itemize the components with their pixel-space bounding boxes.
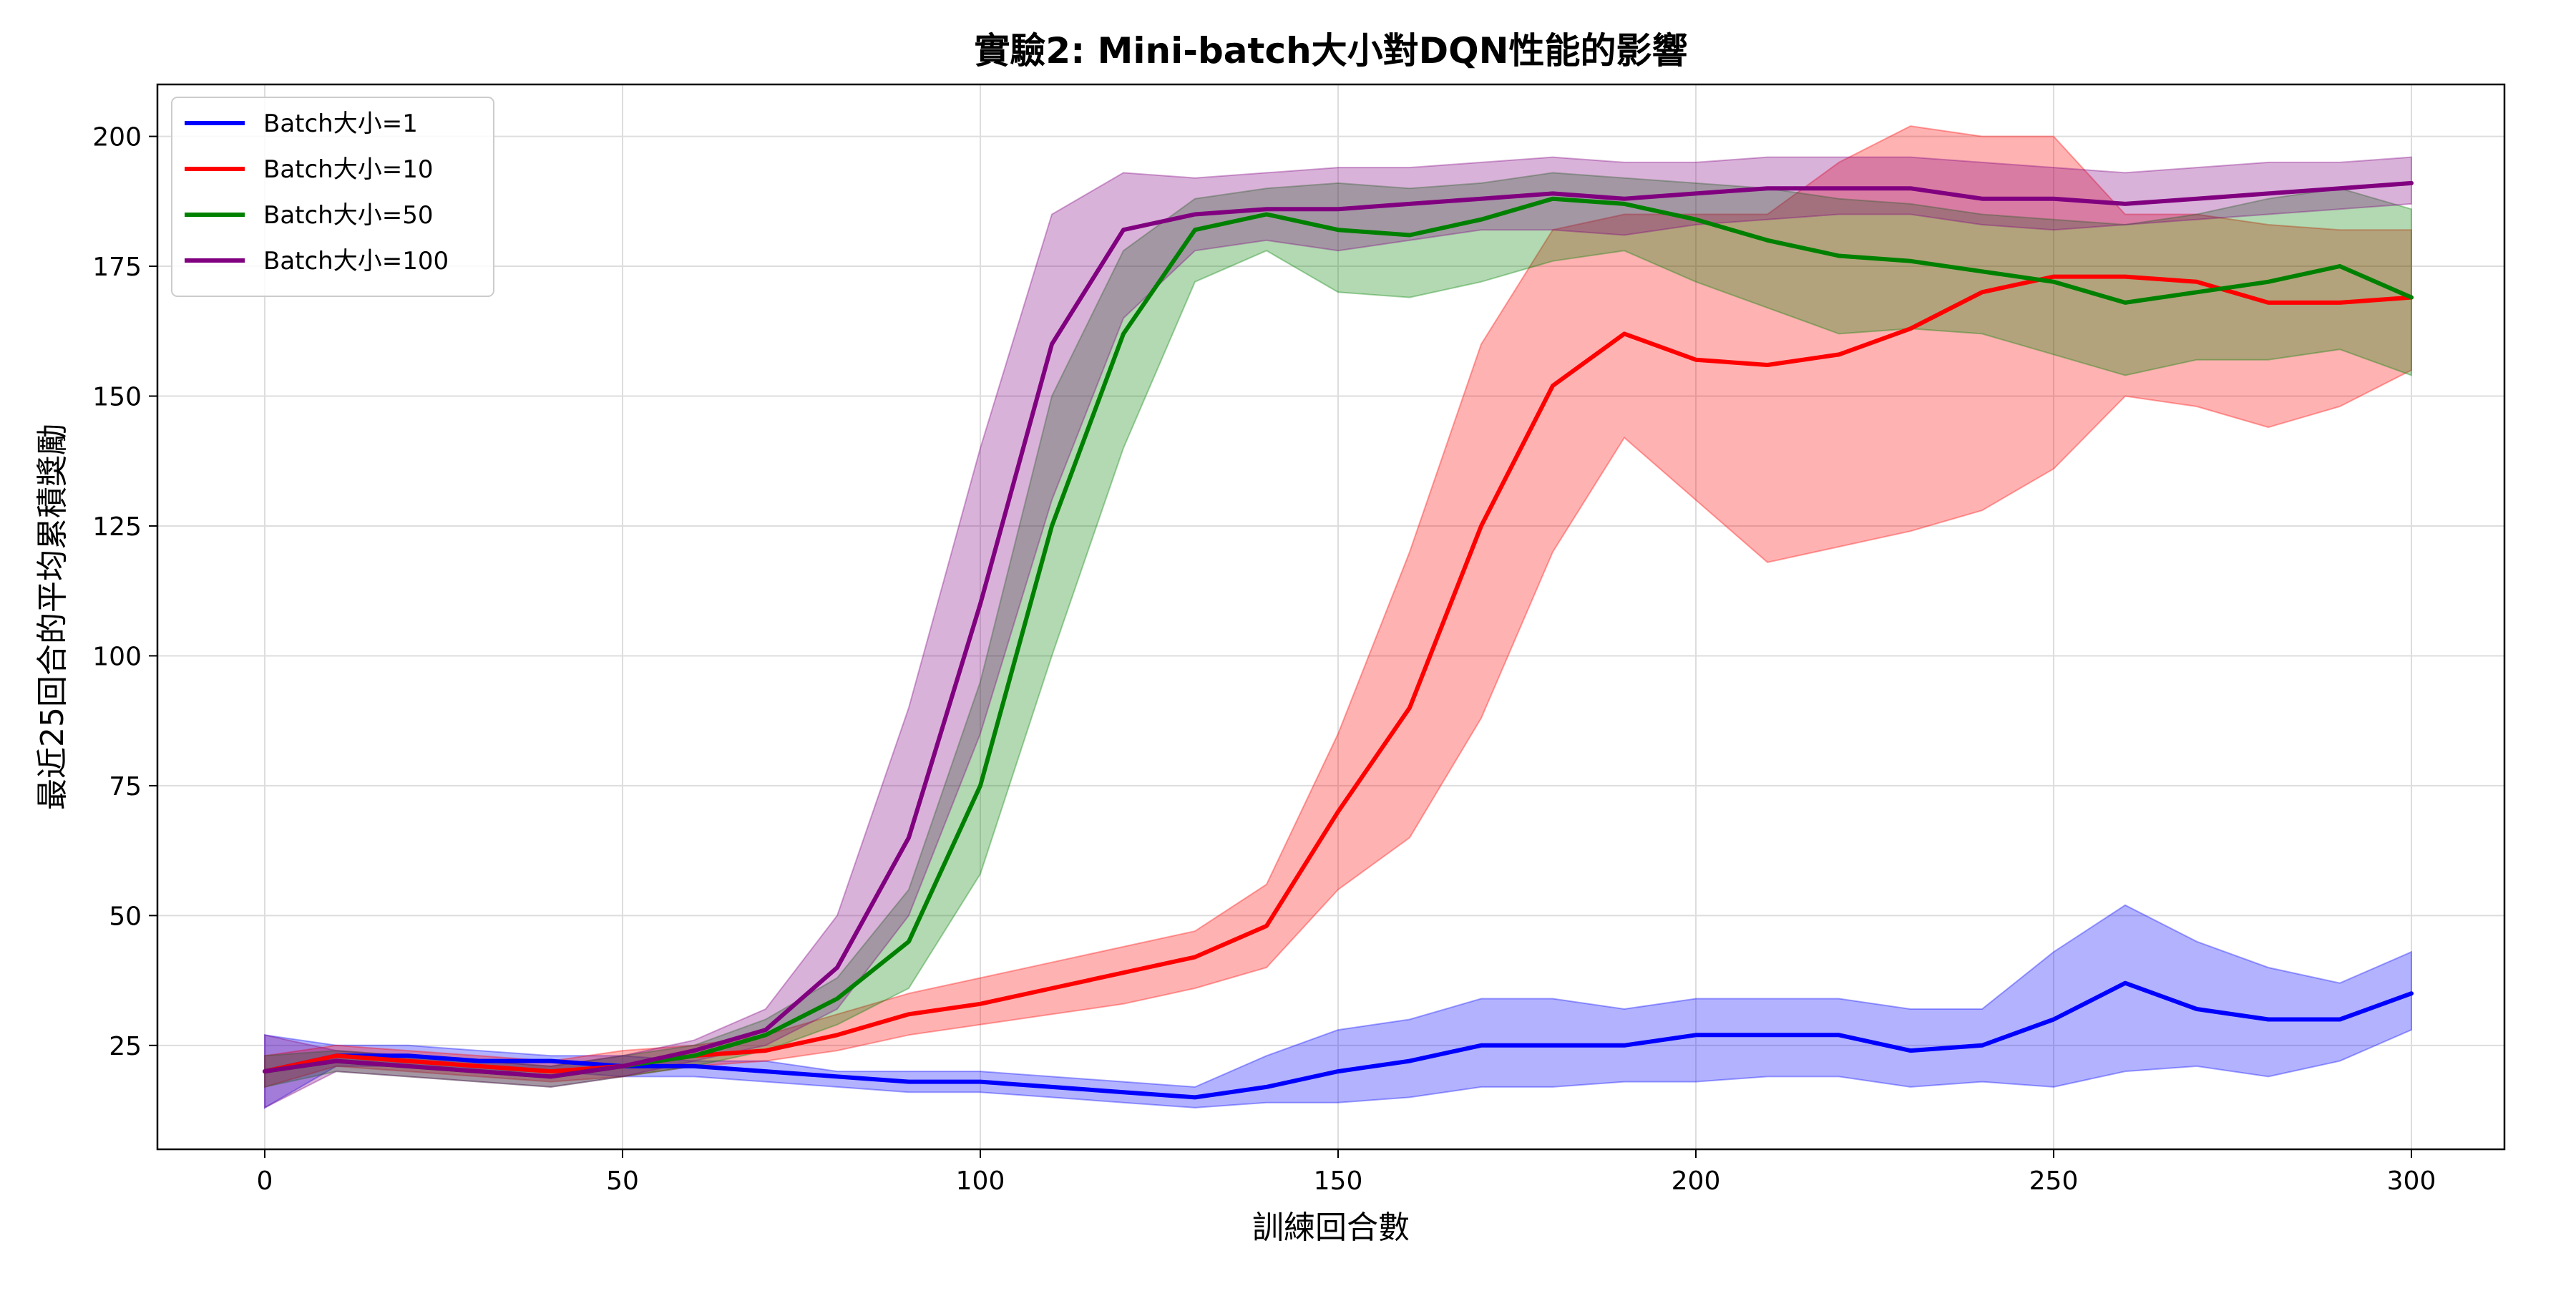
series-band-4 [264, 156, 2412, 1109]
y-tick-label: 200 [92, 123, 142, 152]
x-tick-label: 50 [606, 1166, 639, 1196]
band-layer [264, 125, 2412, 1109]
legend-label-4: Batch大小=100 [263, 247, 449, 276]
x-axis-label: 訓練回合數 [1252, 1209, 1410, 1246]
legend-label-2: Batch大小=10 [263, 155, 434, 184]
x-tick-label: 150 [1314, 1166, 1363, 1196]
grid-layer [157, 84, 2504, 1149]
x-tick-label: 250 [2029, 1166, 2079, 1196]
line-layer [263, 180, 2414, 1100]
x-tick-label: 100 [956, 1166, 1005, 1196]
chart-title: 實驗2: Mini-batch大小對DQN性能的影響 [974, 30, 1687, 72]
x-tick-label: 0 [257, 1166, 273, 1196]
plot-frame [156, 83, 2506, 1151]
y-tick-label: 175 [92, 253, 142, 282]
y-tick-label: 150 [92, 383, 142, 412]
series-band-1 [264, 904, 2412, 1109]
y-axis-label: 最近25回合的平均累積獎勵 [34, 424, 71, 810]
series-band-2 [264, 125, 2412, 1088]
x-tick-label: 200 [1672, 1166, 1721, 1196]
y-tick-label: 50 [109, 902, 142, 931]
legend-box [171, 97, 494, 297]
legend: Batch大小=1 Batch大小=10 Batch大小=50 Batch大小=100 [171, 97, 494, 297]
series-band-3 [264, 172, 2412, 1088]
legend-label-1: Batch大小=1 [263, 109, 418, 138]
tick-layer: 0 50 100 150 200 250 300 25 50 75 100 125 150 175 200 [92, 123, 2436, 1196]
y-tick-label: 25 [109, 1032, 142, 1061]
series-line-4 [263, 180, 2414, 1079]
x-tick-label: 300 [2387, 1166, 2436, 1196]
y-tick-label: 125 [92, 512, 142, 542]
y-tick-label: 75 [109, 772, 142, 802]
y-tick-label: 100 [92, 642, 142, 671]
legend-label-3: Batch大小=50 [263, 201, 434, 230]
